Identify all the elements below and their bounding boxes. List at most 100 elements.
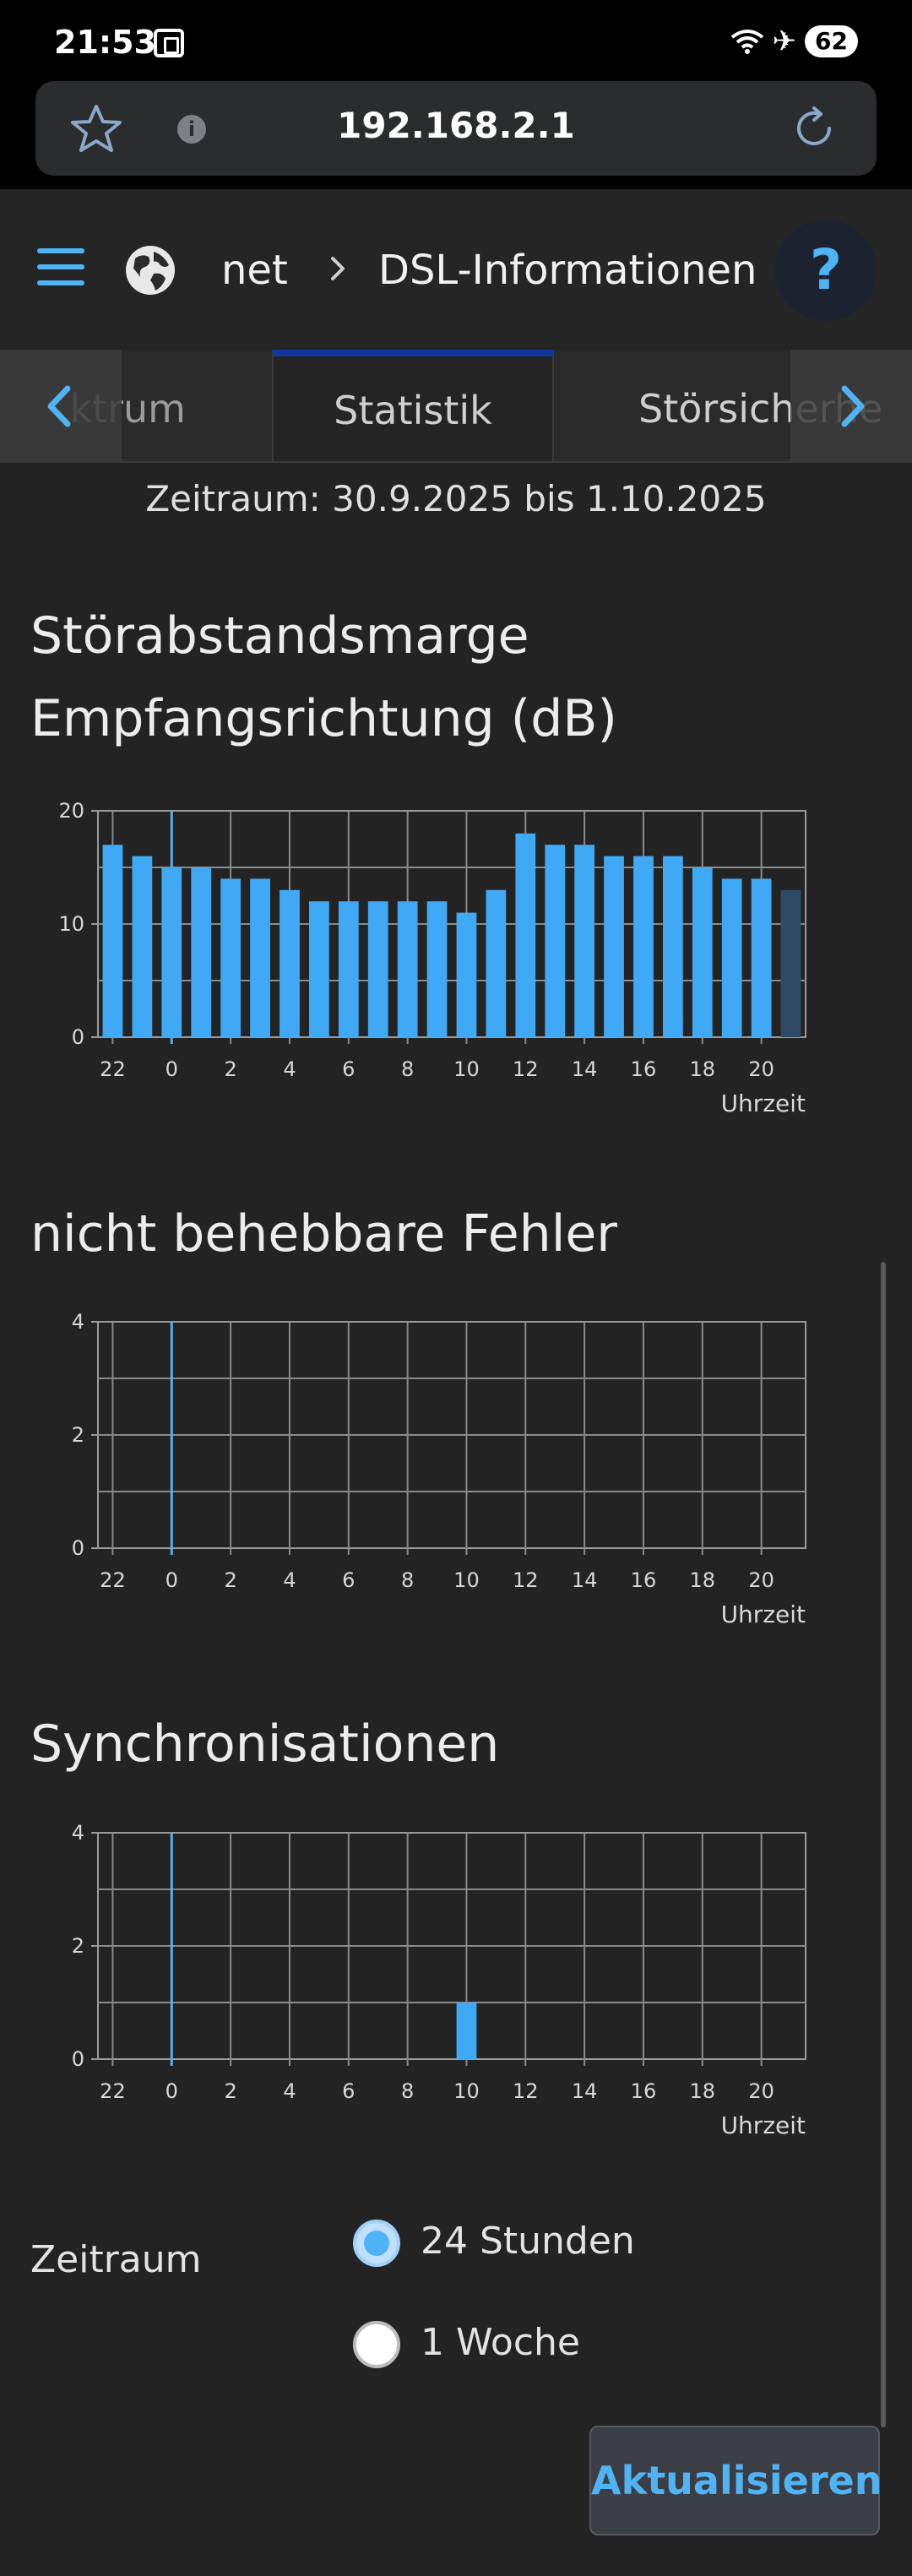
y-tick-label: 20 bbox=[58, 799, 84, 823]
x-tick-label: 12 bbox=[513, 1568, 539, 1592]
period-selector-label: Zeitraum bbox=[30, 2238, 202, 2281]
chart-bar bbox=[309, 901, 329, 1037]
chevron-left-icon bbox=[47, 385, 71, 427]
x-tick-label: 12 bbox=[513, 1057, 539, 1081]
x-tick-label: 22 bbox=[100, 2079, 126, 2103]
x-tick-label: 4 bbox=[283, 1568, 296, 1592]
y-tick-label: 0 bbox=[72, 2047, 84, 2071]
chart-bar bbox=[456, 912, 477, 1037]
x-tick-label: 0 bbox=[166, 2079, 178, 2103]
chevron-right-icon bbox=[331, 257, 345, 280]
tab-scroll-left-button[interactable] bbox=[0, 350, 122, 461]
tab-scroll-right-button[interactable] bbox=[790, 350, 912, 461]
refresh-button[interactable]: Aktualisieren bbox=[589, 2426, 882, 2535]
star-icon[interactable] bbox=[69, 103, 123, 154]
chart-bar bbox=[102, 845, 123, 1037]
x-tick-label: 10 bbox=[453, 2079, 480, 2103]
browser-toolbar: i 192.168.2.1 bbox=[0, 81, 912, 189]
chart-bar bbox=[486, 889, 507, 1037]
x-tick-label: 8 bbox=[401, 1568, 414, 1592]
chart-bar bbox=[692, 867, 713, 1037]
x-tick-label: 16 bbox=[631, 1057, 657, 1081]
y-tick-label: 0 bbox=[72, 1536, 84, 1560]
airplane-icon: ✈ bbox=[772, 24, 797, 58]
wifi-icon bbox=[730, 30, 763, 54]
tab-statistik[interactable]: Statistik bbox=[272, 350, 554, 461]
chart-bar bbox=[456, 2003, 477, 2059]
chart-title-sync: Synchronisationen bbox=[30, 1715, 500, 1774]
radio-24h[interactable] bbox=[353, 2220, 400, 2267]
x-tick-label: 14 bbox=[572, 2079, 598, 2103]
x-tick-label: 16 bbox=[631, 2079, 657, 2103]
x-tick-label: 6 bbox=[342, 1057, 355, 1081]
y-tick-label: 2 bbox=[72, 1934, 84, 1958]
x-tick-label: 4 bbox=[283, 1057, 296, 1081]
chart-sync: 22 0 2 4 6 8 10 12 14 16 18 20 0 2 4 Uhrzeit bbox=[0, 1807, 912, 2145]
x-tick-label: 10 bbox=[453, 1057, 480, 1081]
x-tick-label: 18 bbox=[690, 2079, 716, 2103]
x-tick-label: 4 bbox=[283, 2079, 296, 2103]
help-button[interactable]: ? bbox=[775, 220, 877, 321]
x-tick-label: 8 bbox=[401, 1057, 414, 1081]
errors-chart-svg: 22 0 2 4 6 8 10 12 14 16 18 20 0 2 4 Uhrzeit bbox=[72, 1310, 806, 1628]
x-tick-label: 20 bbox=[748, 1568, 774, 1592]
radio-1week[interactable] bbox=[353, 2321, 400, 2368]
chart-title-snr: Störabstandsmarge Empfangsrichtung (dB) bbox=[30, 595, 617, 760]
screen-record-icon bbox=[154, 29, 184, 57]
period-text: Zeitraum: 30.9.2025 bis 1.10.2025 bbox=[145, 478, 767, 519]
chart-bar bbox=[751, 878, 772, 1037]
x-tick-label: 22 bbox=[100, 1568, 126, 1592]
menu-icon[interactable] bbox=[37, 248, 84, 285]
address-bar[interactable]: i 192.168.2.1 bbox=[35, 81, 877, 176]
tab-bar: ktrum Statistik Störsicherhe bbox=[0, 350, 912, 463]
chart-snr: 22 0 2 4 6 8 10 12 14 16 18 20 0 10 20 Uhrzeit bbox=[0, 785, 912, 1123]
x-tick-label: 2 bbox=[224, 1057, 236, 1081]
x-tick-label: 18 bbox=[690, 1057, 716, 1081]
chart-bar bbox=[280, 889, 300, 1037]
snr-chart-svg: 22 0 2 4 6 8 10 12 14 16 18 20 0 10 20 Uhrzeit bbox=[58, 799, 806, 1117]
chart-bar bbox=[663, 856, 683, 1037]
x-tick-label: 20 bbox=[748, 2079, 774, 2103]
y-tick-label: 2 bbox=[72, 1423, 84, 1447]
reload-icon[interactable] bbox=[789, 103, 839, 154]
x-tick-label: 8 bbox=[401, 2079, 414, 2103]
chart-bar bbox=[161, 867, 182, 1037]
x-tick-label: 22 bbox=[100, 1057, 126, 1081]
page-header: net DSL-Informationen ? bbox=[0, 189, 912, 350]
x-tick-label: 12 bbox=[513, 2079, 539, 2103]
y-tick-label: 4 bbox=[72, 1821, 84, 1845]
x-tick-label: 14 bbox=[572, 1057, 598, 1081]
radio-1week-label[interactable]: 1 Woche bbox=[421, 2321, 580, 2364]
chart-bar bbox=[515, 833, 536, 1037]
status-time: 21:53 bbox=[54, 24, 156, 61]
url-text[interactable]: 192.168.2.1 bbox=[337, 105, 575, 146]
chart-bar bbox=[545, 845, 566, 1037]
chart-bar bbox=[633, 856, 654, 1037]
chart-errors: 22 0 2 4 6 8 10 12 14 16 18 20 0 2 4 Uhrzeit bbox=[0, 1296, 912, 1634]
radio-24h-label[interactable]: 24 Stunden bbox=[421, 2220, 635, 2263]
status-icons: ✈ 62 bbox=[730, 25, 858, 57]
battery-icon: 62 bbox=[805, 25, 858, 57]
y-tick-label: 4 bbox=[72, 1310, 84, 1334]
x-tick-label: 18 bbox=[690, 1568, 716, 1592]
y-tick-label: 0 bbox=[72, 1025, 84, 1049]
breadcrumb-prev[interactable]: net bbox=[221, 247, 288, 294]
page-scrollbar[interactable] bbox=[881, 1262, 886, 2427]
breadcrumb-current: DSL-Informationen bbox=[378, 247, 757, 294]
chevron-right-icon bbox=[841, 385, 865, 427]
x-tick-label: 0 bbox=[166, 1568, 178, 1592]
chart-bar bbox=[721, 878, 742, 1037]
chart-bar bbox=[132, 856, 153, 1037]
y-tick-label: 10 bbox=[58, 912, 84, 936]
info-icon[interactable]: i bbox=[177, 115, 206, 144]
x-tick-label: 20 bbox=[748, 1057, 774, 1081]
chart-bar bbox=[191, 867, 212, 1037]
chart-title-line2: Empfangsrichtung (dB) bbox=[30, 689, 617, 748]
x-axis-title: Uhrzeit bbox=[721, 2111, 806, 2139]
status-bar: 21:53 ✈ 62 bbox=[0, 0, 912, 81]
chart-bar bbox=[220, 878, 241, 1037]
x-axis-title: Uhrzeit bbox=[721, 1600, 806, 1628]
globe-icon[interactable] bbox=[123, 243, 177, 297]
x-tick-label: 6 bbox=[342, 1568, 355, 1592]
chart-bar bbox=[574, 845, 594, 1037]
